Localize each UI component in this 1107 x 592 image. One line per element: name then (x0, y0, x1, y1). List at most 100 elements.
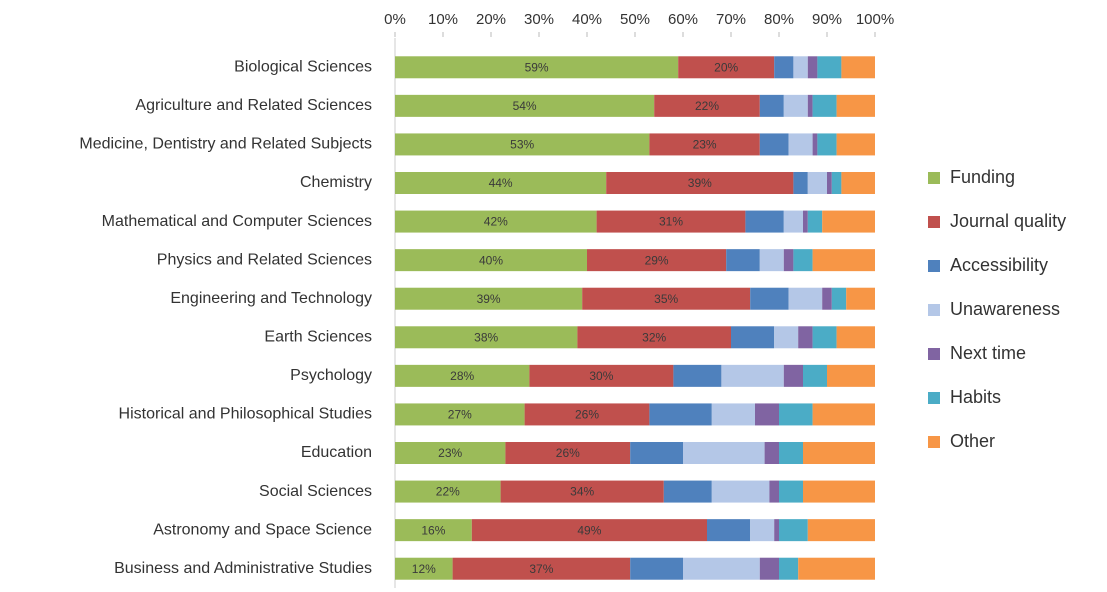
bar-segment (774, 326, 799, 349)
bar-segment (452, 557, 631, 580)
bar-segment (395, 94, 655, 117)
bar-segment (721, 364, 784, 387)
legend-swatch (928, 436, 940, 448)
legend-label: Other (950, 431, 995, 451)
category-label: Historical and Philosophical Studies (119, 406, 372, 423)
bar-segment (836, 326, 875, 349)
data-label: 16% (421, 523, 445, 537)
bar-segment (803, 442, 875, 464)
bar-segment (783, 210, 803, 233)
bar-segment (841, 172, 875, 194)
data-label: 22% (695, 99, 719, 113)
legend-label: Next time (950, 343, 1026, 363)
bar-segment (606, 172, 794, 194)
bar-segment (755, 403, 779, 426)
bar-segment (759, 94, 784, 117)
data-label: 29% (645, 253, 669, 267)
bar-segment (395, 287, 583, 310)
legend-label: Unawareness (950, 299, 1060, 319)
category-label: Social Sciences (259, 483, 372, 500)
category-label: Earth Sciences (264, 329, 372, 346)
data-label: 32% (642, 330, 666, 344)
bar-segment (726, 249, 760, 272)
bar-segment (707, 519, 751, 542)
bar-segment (759, 557, 779, 580)
data-label: 59% (525, 60, 549, 74)
bar-segment (779, 480, 803, 503)
legend-swatch (928, 172, 940, 184)
data-label: 53% (510, 138, 534, 152)
bar-segment (395, 326, 578, 349)
bar-segment (817, 56, 842, 79)
bar-segment (788, 287, 823, 310)
bar-segment (779, 557, 799, 580)
data-label: 23% (438, 446, 462, 460)
data-label: 44% (489, 176, 513, 190)
bar-segment (831, 287, 847, 310)
x-tick-label: 60% (668, 11, 698, 28)
x-tick-label: 20% (476, 11, 506, 28)
bar-segment (678, 56, 775, 79)
bar-segment (471, 519, 707, 542)
bar-segment (803, 480, 875, 503)
x-tick-label: 50% (620, 11, 650, 28)
legend-label: Habits (950, 387, 1001, 407)
bar-segment (395, 442, 506, 464)
bar-segment (803, 364, 827, 387)
data-label: 30% (589, 369, 613, 383)
bar-segment (759, 249, 784, 272)
bar-segment (793, 172, 808, 194)
bar-segment (750, 519, 775, 542)
bar-segment (745, 210, 784, 233)
bar-segment (788, 133, 813, 156)
bar-segment (683, 557, 760, 580)
data-label: 20% (714, 60, 738, 74)
legend-label: Journal quality (950, 211, 1066, 231)
legend-swatch (928, 304, 940, 316)
bar-segment (596, 210, 746, 233)
bar-segment (807, 172, 827, 194)
data-label: 28% (450, 369, 474, 383)
bar-segment (395, 56, 679, 79)
bar-segment (395, 133, 650, 156)
bar-segment (793, 249, 813, 272)
bar-segment (395, 480, 501, 503)
data-label: 49% (577, 523, 601, 537)
bar-segment (803, 210, 808, 233)
bar-segment (779, 403, 813, 426)
x-tick-label: 80% (764, 11, 794, 28)
data-label: 39% (477, 292, 501, 306)
bar-segment (663, 480, 712, 503)
bar-segment (649, 133, 760, 156)
bar-segment (783, 364, 803, 387)
data-label: 31% (659, 215, 683, 229)
bar-segment (769, 480, 779, 503)
x-tick-label: 0% (384, 11, 406, 28)
bar-segment (841, 56, 875, 79)
bar-segment (731, 326, 775, 349)
bar-segment (812, 249, 875, 272)
x-tick-label: 30% (524, 11, 554, 28)
bar-segment (683, 442, 765, 464)
bar-segment (500, 480, 664, 503)
bar-segment (783, 94, 808, 117)
bar-segment (654, 94, 760, 117)
bar-segment (630, 557, 683, 580)
bar-segment (505, 442, 631, 464)
bar-segment (395, 403, 525, 426)
data-label: 22% (436, 485, 460, 499)
x-tick-label: 90% (812, 11, 842, 28)
category-label: Physics and Related Sciences (157, 251, 372, 268)
bar-segment (587, 249, 727, 272)
data-label: 37% (529, 562, 553, 576)
data-label: 54% (513, 99, 537, 113)
bar-segment (779, 519, 808, 542)
bar-segment (798, 326, 813, 349)
data-label: 27% (448, 408, 472, 422)
bar-segment (822, 210, 875, 233)
bar-segment (822, 287, 832, 310)
data-label: 42% (484, 215, 508, 229)
bar-segment (649, 403, 712, 426)
category-label: Education (301, 444, 372, 461)
